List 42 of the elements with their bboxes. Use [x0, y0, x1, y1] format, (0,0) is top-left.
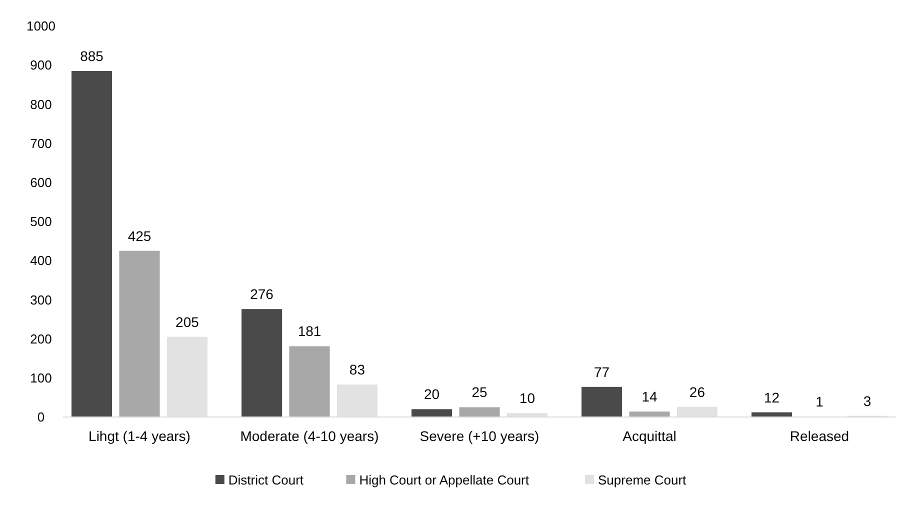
y-tick-label: 600 [30, 174, 52, 190]
y-tick-label: 0 [37, 410, 45, 425]
y-tick-label: 800 [30, 96, 52, 112]
bar [72, 70, 112, 417]
data-label: 25 [472, 384, 488, 400]
y-tick-label: 400 [30, 253, 52, 268]
data-label: 10 [519, 390, 536, 406]
y-tick-label: 100 [30, 370, 52, 386]
data-label: 3 [863, 392, 872, 409]
legend-label: District Court [228, 472, 304, 488]
bar [289, 346, 330, 417]
bar [412, 409, 452, 417]
data-label: 12 [764, 389, 780, 406]
legend-label: Supreme Court [598, 472, 687, 488]
data-label: 20 [424, 386, 440, 402]
data-label: 181 [298, 323, 322, 340]
data-label: 1 [816, 394, 824, 410]
bar [242, 309, 282, 417]
bar [119, 250, 160, 417]
data-label: 77 [594, 364, 610, 380]
y-tick-label: 500 [30, 214, 52, 230]
x-tick-label: Moderate (4-10 years) [240, 428, 379, 444]
x-tick-label: Acquittal [622, 428, 676, 444]
bar [459, 407, 500, 417]
legend-label: High Court or Appellate Court [359, 472, 530, 488]
data-label: 26 [689, 384, 706, 400]
data-label: 205 [176, 314, 200, 330]
x-tick-label: Lihgt (1-4 years) [88, 428, 190, 444]
bar [629, 412, 670, 417]
y-tick-label: 200 [30, 331, 52, 346]
y-tick-label: 700 [30, 136, 52, 151]
bar [582, 386, 622, 417]
data-label: 276 [250, 286, 274, 302]
data-label: 14 [642, 388, 658, 405]
x-tick-label: Released [790, 428, 850, 444]
x-tick-label: Severe (+10 years) [420, 428, 540, 444]
y-tick-label: 900 [30, 58, 52, 73]
y-tick-label: 300 [30, 292, 52, 308]
data-label: 83 [349, 362, 366, 378]
data-label: 885 [80, 48, 104, 64]
data-label: 425 [128, 228, 152, 244]
y-tick-label: 1000 [26, 18, 56, 34]
